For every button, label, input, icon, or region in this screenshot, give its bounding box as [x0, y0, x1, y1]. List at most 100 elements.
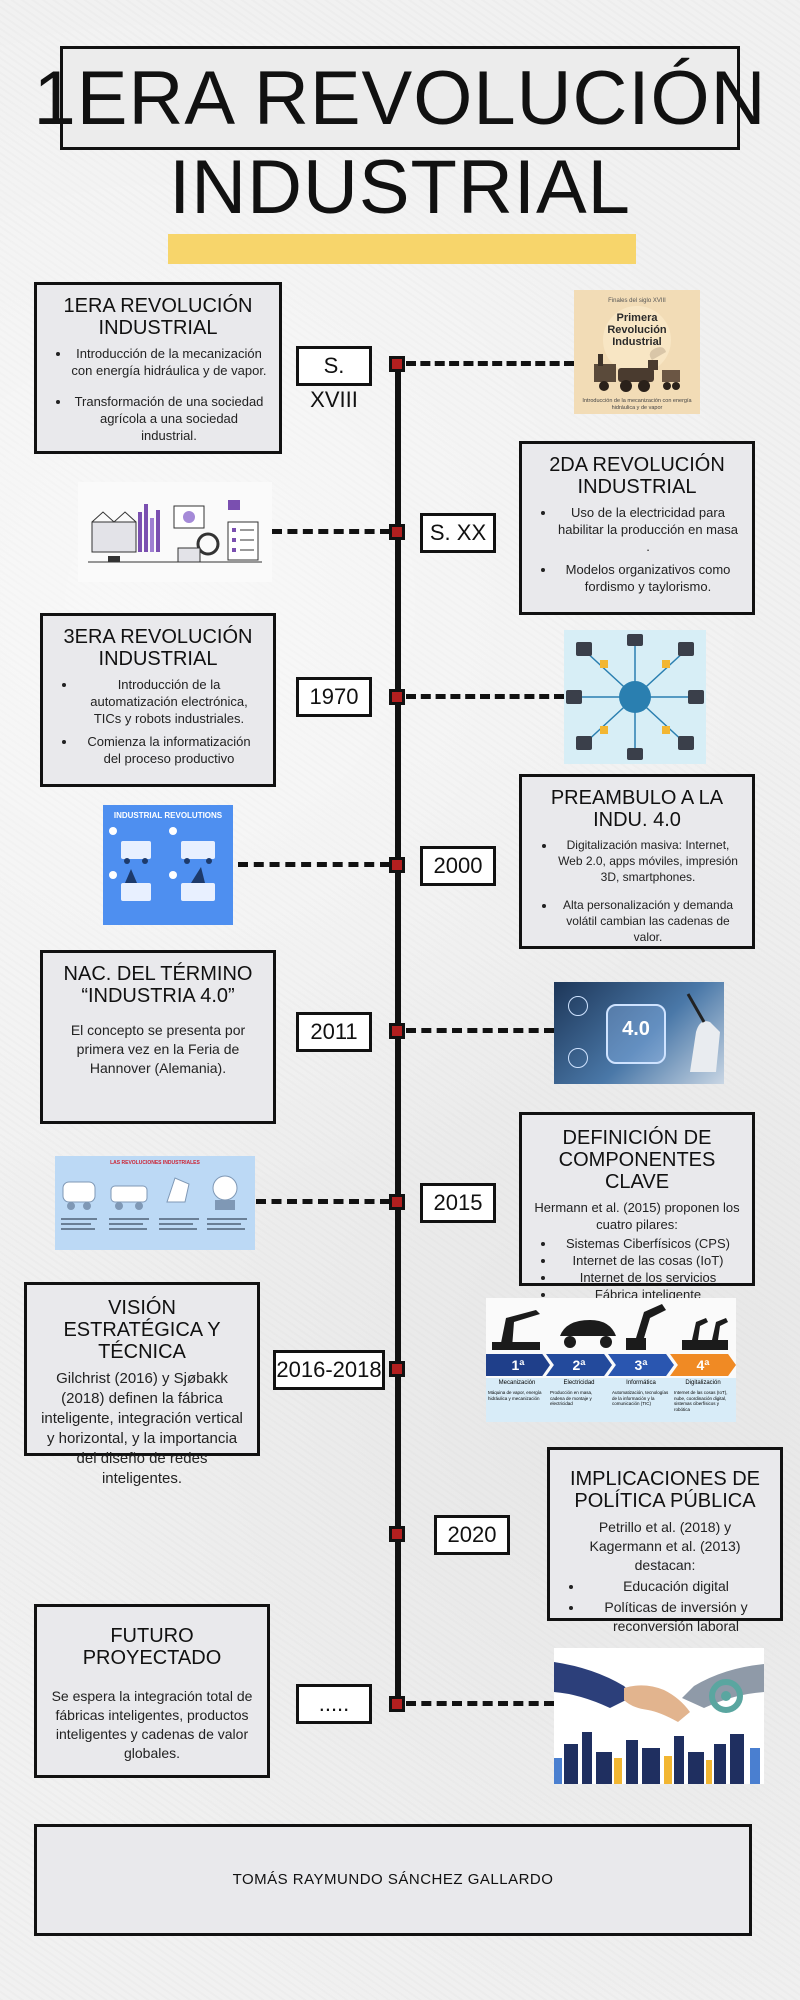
card-title: 3ERA REVOLUCIÓN INDUSTRIAL [63, 626, 253, 670]
image-title: Primera Revolución Industrial [607, 312, 667, 348]
revolutions-machines-icon [61, 1175, 247, 1230]
card-bullet: Comienza la informatización del proceso … [77, 733, 261, 767]
card-title: NAC. DEL TÉRMINO “INDUSTRIA 4.0” [63, 963, 253, 1007]
card-bullet: Modelos organizativos como fordismo y ta… [556, 561, 740, 595]
title-highlight-bar [168, 234, 636, 264]
page-title-line2: INDUSTRIAL [169, 145, 631, 230]
image-industria-4-0: 4.0 [554, 982, 724, 1084]
stage-label: Mecanización [498, 1380, 536, 1386]
card-title: IMPLICACIONES DE POLÍTICA PÚBLICA [569, 1468, 761, 1512]
card-bullet: Sistemas Ciberfísicos (CPS) [556, 1235, 740, 1252]
card-bullet: Educación digital [584, 1577, 768, 1596]
card-title: 2DA REVOLUCIÓN INDUSTRIAL [549, 454, 725, 498]
image-tercera-revolucion [564, 630, 706, 764]
card-bullet: Introducción de la automatización electr… [77, 676, 261, 727]
stage-2-chevron: 2ª [546, 1354, 612, 1376]
stage-4-chevron: 4ª [670, 1354, 736, 1376]
automation-network-icon [566, 634, 704, 760]
image-caption: Introducción de la mecanización con ener… [582, 398, 692, 411]
image-primera-revolucion: Finales del siglo XVIII Primera Revoluci… [574, 290, 700, 414]
card-bullet: Políticas de inversión y reconversión la… [584, 1598, 768, 1636]
date-label-2015: 2015 [420, 1183, 496, 1223]
stage-label: Digitalización [685, 1380, 721, 1386]
date-label-sxx: S. XX [420, 513, 496, 553]
timeline-node [389, 1526, 405, 1542]
connector-line [256, 1199, 390, 1204]
timeline-node [389, 1194, 405, 1210]
date-label-2020: 2020 [434, 1515, 510, 1555]
card-nacimiento-termino: NAC. DEL TÉRMINO “INDUSTRIA 4.0” El conc… [40, 950, 276, 1124]
author-footer: TOMÁS RAYMUNDO SÁNCHEZ GALLARDO [34, 1824, 752, 1936]
circle-icon [568, 1048, 588, 1068]
stage-desc: Máquina de vapor, energía hidráulica y m… [488, 1390, 542, 1401]
image-title: INDUSTRIAL REVOLUTIONS [113, 811, 223, 820]
card-text: El concepto se presenta por primera vez … [70, 1022, 246, 1076]
stage-label: Electricidad [563, 1380, 595, 1386]
connector-line [406, 1701, 554, 1706]
card-bullet: Internet de las cosas (IoT) [556, 1252, 740, 1269]
connector-line [272, 529, 390, 534]
date-label-2000: 2000 [420, 846, 496, 886]
image-caption: Finales del siglo XVIII [608, 298, 666, 304]
timeline-node [389, 356, 405, 372]
stage-arrows: 1ª 2ª 3ª 4ª [486, 1354, 736, 1376]
timeline-node [389, 857, 405, 873]
image-futuro [554, 1648, 764, 1784]
image-cuatro-revoluciones: 1ª 2ª 3ª 4ª Mecanización Electricidad In… [486, 1298, 736, 1422]
card-definicion-componentes: DEFINICIÓN DE COMPONENTES CLAVE Hermann … [519, 1112, 755, 1302]
card-title: PREAMBULO A LA INDU. 4.0 [550, 787, 724, 831]
card-bullet: Internet de los servicios [556, 1269, 740, 1286]
stage-desc: Internet de las cosas (IoT), nube, coord… [674, 1390, 728, 1412]
title-frame [60, 46, 740, 150]
card-implicaciones-politica: IMPLICACIONES DE POLÍTICA PÚBLICA Petril… [547, 1447, 783, 1634]
card-bullet: Introducción de la mecanización con ener… [71, 345, 267, 379]
machines-grid-icon [109, 827, 215, 901]
factory-illustration-icon [88, 500, 262, 563]
card-bullet: Uso de la electricidad para habilitar la… [556, 504, 740, 555]
card-text: Gilchrist (2016) y Sjøbakk (2018) define… [41, 1370, 243, 1487]
connector-line [406, 694, 564, 699]
card-text: Se espera la integración total de fábric… [51, 1688, 253, 1761]
date-label-futuro: ..... [296, 1684, 372, 1724]
industry-silhouettes-icon [492, 1304, 728, 1350]
circle-icon [568, 996, 588, 1016]
date-label-1970: 1970 [296, 677, 372, 717]
connector-line [406, 1028, 554, 1033]
image-segunda-revolucion [78, 482, 272, 582]
card-futuro-proyectado: FUTURO PROYECTADO Se espera la integraci… [34, 1604, 270, 1778]
stage-3-chevron: 3ª [608, 1354, 674, 1376]
card-primera-revolucion: 1ERA REVOLUCIÓN INDUSTRIAL Introducción … [34, 282, 282, 454]
card-text: Petrillo et al. (2018) y Kagermann et al… [589, 1519, 741, 1573]
card-preambulo-industria: PREAMBULO A LA INDU. 4.0 Digitalización … [519, 774, 755, 949]
image-title: LAS REVOLUCIONES INDUSTRIALES [110, 1160, 200, 1166]
date-label-sxviii: S. XVIII [296, 346, 372, 412]
timeline-node [389, 1361, 405, 1377]
stage-desc: Automatización, tecnologías de la inform… [612, 1390, 669, 1406]
stage-label: Informática [626, 1380, 656, 1386]
connector-line [406, 361, 574, 366]
card-bullet: Digitalización masiva: Internet, Web 2.0… [556, 837, 740, 885]
image-revoluciones-industriales: LAS REVOLUCIONES INDUSTRIALES [55, 1156, 255, 1250]
timeline-node [389, 689, 405, 705]
stage-labels: Mecanización Electricidad Informática Di… [486, 1378, 736, 1422]
stage-1-chevron: 1ª [486, 1354, 550, 1376]
image-industrial-revolutions: INDUSTRIAL REVOLUTIONS [103, 805, 233, 925]
timeline-node [389, 1696, 405, 1712]
page-title-line1: 1ERA REVOLUCIÓN [33, 56, 767, 141]
card-tercera-revolucion: 3ERA REVOLUCIÓN INDUSTRIAL Introducción … [40, 613, 276, 787]
sun-shape [603, 306, 671, 374]
hand-pen-icon [686, 993, 720, 1072]
card-text: Hermann et al. (2015) proponen los cuatr… [534, 1200, 740, 1232]
hexagon-4-0 [606, 1004, 666, 1064]
card-vision-estrategica: VISIÓN ESTRATÉGICA Y TÉCNICA Gilchrist (… [24, 1282, 260, 1487]
card-title: DEFINICIÓN DE COMPONENTES CLAVE [558, 1127, 716, 1193]
connector-line [238, 862, 390, 867]
card-title: VISIÓN ESTRATÉGICA Y TÉCNICA [63, 1297, 221, 1363]
steam-train-icon [594, 347, 680, 392]
card-bullet: Transformación de una sociedad agrícola … [71, 393, 267, 444]
card-title: FUTURO PROYECTADO [82, 1625, 222, 1669]
timeline-node [389, 1023, 405, 1039]
date-label-2011: 2011 [296, 1012, 372, 1052]
timeline-node [389, 524, 405, 540]
date-label-2016-2018: 2016-2018 [273, 1350, 385, 1390]
